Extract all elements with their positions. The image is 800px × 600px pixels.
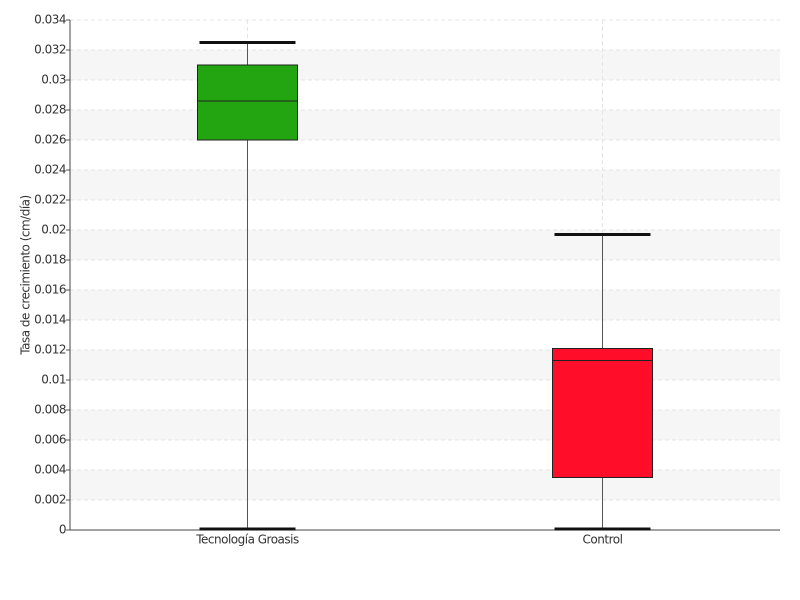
y-tick-label: 0.028 xyxy=(34,103,66,117)
y-tick-label: 0.03 xyxy=(41,73,66,87)
y-tick-label: 0.014 xyxy=(34,313,66,327)
y-tick-label: 0.01 xyxy=(41,373,66,387)
grid-band xyxy=(70,230,780,260)
y-tick-label: 0.004 xyxy=(34,463,66,477)
y-tick-label: 0.022 xyxy=(34,193,66,207)
grid-band xyxy=(70,410,780,440)
box xyxy=(197,64,298,141)
y-tick-label: 0.034 xyxy=(34,13,66,27)
y-tick-label: 0.026 xyxy=(34,133,66,147)
grid-band xyxy=(70,470,780,500)
y-tick-label: 0.008 xyxy=(34,403,66,417)
grid-band xyxy=(70,170,780,200)
x-tick-label: Tecnología Groasis xyxy=(195,533,299,547)
grid-band xyxy=(70,110,780,140)
y-tick-label: 0.012 xyxy=(34,343,66,357)
grid-band xyxy=(70,290,780,320)
y-tick-label: 0.024 xyxy=(34,163,66,177)
y-tick-label: 0.02 xyxy=(41,223,66,237)
y-tick-label: 0 xyxy=(59,523,66,537)
y-tick-label: 0.006 xyxy=(34,433,66,447)
y-tick-label: 0.016 xyxy=(34,283,66,297)
x-tick-label: Control xyxy=(583,533,623,547)
y-axis-label: Tasa de crecimiento (cm/día) xyxy=(19,195,33,355)
grid-band xyxy=(70,50,780,80)
y-tick-label: 0.002 xyxy=(34,493,66,507)
y-tick-label: 0.032 xyxy=(34,43,66,57)
box xyxy=(552,348,653,478)
grid-band xyxy=(70,350,780,380)
y-tick-label: 0.018 xyxy=(34,253,66,267)
